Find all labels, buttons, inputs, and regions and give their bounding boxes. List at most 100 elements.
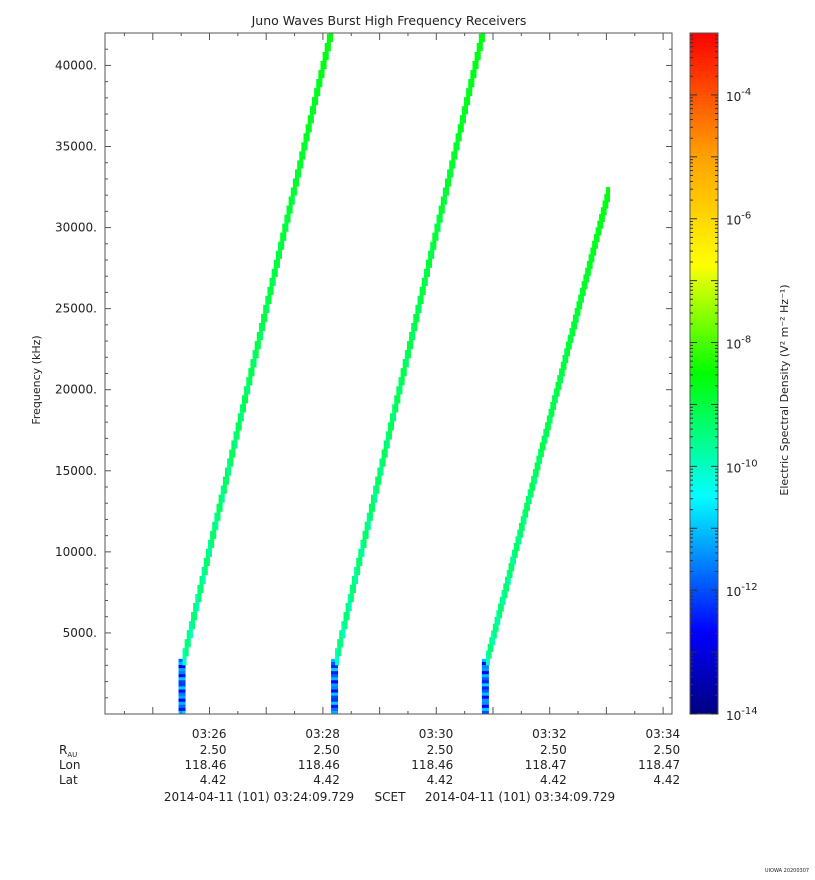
sweep-segment — [406, 341, 411, 359]
sweep-segment — [197, 584, 202, 603]
sweep-segment — [201, 566, 206, 585]
sweep-segment — [428, 250, 433, 268]
low-band-cell — [178, 683, 186, 687]
sweep-segment — [373, 485, 378, 503]
sweep-segment — [396, 386, 401, 404]
x-tick-label: 03:34 — [646, 727, 681, 741]
sweep-segment — [430, 241, 435, 259]
sweep-segment — [241, 395, 246, 413]
sweep-segment — [351, 575, 356, 594]
low-band-cell — [331, 683, 339, 687]
sweep-segment — [383, 440, 388, 458]
low-band-cell — [331, 710, 339, 715]
low-band-cell — [331, 658, 339, 663]
sweep-segment — [305, 124, 310, 142]
sweep-segment — [278, 241, 283, 259]
low-band-cell — [481, 695, 489, 700]
y-tick-label: 35000. — [55, 140, 97, 154]
sweep-segment — [303, 133, 308, 151]
sweep-segment — [368, 503, 373, 521]
sweep-segment — [472, 61, 477, 79]
time-range-start: 2014-04-11 (101) 03:24:09.729 — [164, 790, 354, 804]
sweep-segment — [421, 277, 426, 295]
sweep-segment — [606, 187, 611, 202]
ephemeris-value: 4.42 — [313, 773, 340, 787]
sweep-segment — [347, 594, 352, 612]
colorbar-tick-exponent: -12 — [741, 582, 757, 593]
sweep-segment — [286, 205, 291, 223]
sweep-segment — [318, 70, 323, 88]
colorbar-tick-exponent: -14 — [741, 706, 757, 717]
y-tick-label: 5000. — [63, 626, 97, 640]
low-band-cell — [331, 704, 339, 709]
sweep-segment — [400, 368, 405, 386]
colorbar-tick-exponent: -4 — [741, 87, 751, 98]
sweep-segment — [224, 467, 229, 485]
sweep-segment — [337, 639, 342, 657]
low-band-cell — [178, 710, 186, 715]
sweep-segment — [478, 33, 483, 52]
sweep-segment — [349, 584, 354, 603]
y-tick-label: 30000. — [55, 221, 97, 235]
low-band-cell — [178, 668, 186, 672]
sweep-segment — [417, 295, 422, 314]
sweep-segment — [220, 485, 225, 503]
sweep-segment — [453, 142, 458, 160]
ephemeris-value: 4.42 — [653, 773, 680, 787]
sweep-segment — [263, 304, 268, 323]
sweep-segment — [212, 521, 217, 539]
sweep-segment — [480, 33, 485, 43]
low-band-cell — [481, 664, 489, 669]
sweep-segment — [231, 440, 236, 458]
sweep-segment — [311, 97, 316, 115]
low-band-cell — [481, 661, 489, 666]
sweep-segment — [470, 70, 475, 88]
sweep-segment — [381, 449, 386, 467]
low-band-cell — [178, 692, 186, 697]
sweep-segment — [256, 332, 261, 350]
colorbar-tick-exponent: -8 — [741, 335, 751, 346]
sweep-segment — [464, 97, 469, 115]
y-tick-label: 40000. — [55, 58, 97, 72]
low-band-cell — [178, 686, 186, 690]
ephemeris-value: 118.46 — [185, 758, 227, 772]
sweep-segment — [299, 151, 304, 169]
ephemeris-value: 118.46 — [298, 758, 340, 772]
sweep-segment — [205, 548, 210, 566]
low-band-cell — [331, 680, 339, 684]
colorbar-tick-exponent: -10 — [741, 458, 757, 469]
low-band-cell — [178, 661, 186, 666]
sweep-segment — [457, 124, 462, 142]
low-band-cell — [331, 701, 339, 706]
ephemeris-value: 118.47 — [525, 758, 567, 772]
y-tick-label: 25000. — [55, 302, 97, 316]
sweep-segment — [394, 395, 399, 413]
colorbar-frame — [689, 32, 719, 715]
sweep-segment — [322, 51, 327, 70]
sweep-segment — [301, 142, 306, 160]
sweep-segment — [275, 250, 280, 268]
ephemeris-row-label: RAU — [59, 743, 77, 759]
low-band-cell — [178, 698, 186, 703]
ephemeris-value: 118.47 — [638, 758, 680, 772]
low-band-cell — [481, 704, 489, 709]
sweep-segment — [326, 33, 331, 52]
colorbar-label: Electric Spectral Density (V² m⁻² Hz⁻¹) — [778, 284, 791, 495]
sweep-segment — [476, 42, 481, 61]
sweep-segment — [254, 341, 259, 359]
sweep-segment — [269, 277, 274, 295]
sweep-segment — [466, 88, 471, 106]
ephemeris-value: 2.50 — [540, 743, 567, 757]
sweep-segment — [398, 377, 403, 395]
low-band-cell — [178, 701, 186, 706]
colorbar-gradient — [690, 33, 718, 714]
sweep-segment — [292, 178, 297, 196]
colorbar-tick-label: 10-14 — [726, 706, 758, 723]
sweep-segment — [252, 350, 257, 368]
sweep-segment — [423, 268, 428, 286]
sweep-segment — [324, 42, 329, 61]
version-stamp: UIOWA 20200307 — [765, 868, 809, 874]
sweep-segment — [248, 368, 253, 386]
low-band-cell — [331, 695, 339, 700]
sweep-segment — [273, 259, 278, 277]
